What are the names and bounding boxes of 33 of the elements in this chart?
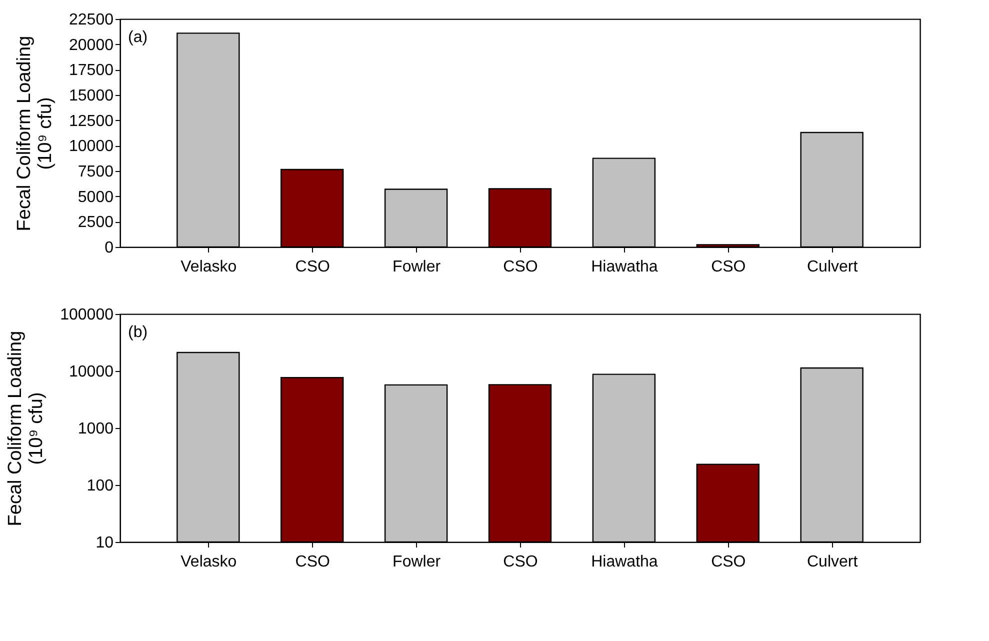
x-tick-label: Fowler bbox=[392, 258, 442, 276]
y-tick-label: 7500 bbox=[78, 164, 114, 180]
y-tick-label: 100 bbox=[86, 478, 114, 494]
y-tick-label: 100000 bbox=[60, 306, 114, 324]
y-tick-label: 15000 bbox=[69, 88, 114, 104]
x-tick-label: Velasko bbox=[180, 554, 237, 570]
x-tick-label: Culvert bbox=[807, 554, 858, 570]
x-tick-label: CSO bbox=[295, 258, 330, 276]
y-tick-label: 2500 bbox=[78, 214, 114, 232]
x-tick-label: CSO bbox=[711, 258, 746, 276]
y-tick-label: 17500 bbox=[69, 62, 114, 80]
x-tick-label: CSO bbox=[295, 554, 330, 570]
x-tick-label: Fowler bbox=[392, 554, 442, 570]
y-tick-label: 10 bbox=[96, 534, 114, 552]
y-tick-label: 20000 bbox=[69, 36, 114, 54]
x-tick-label: Hiawatha bbox=[591, 554, 658, 570]
y-tick-label: 5000 bbox=[78, 188, 114, 206]
y-tick-label: 12500 bbox=[69, 112, 114, 130]
y-axis-title: Fecal Coliform Loading (10⁹ cfu) bbox=[14, 36, 56, 232]
annotation: (a) bbox=[128, 29, 148, 46]
y-axis-title: Fecal Coliform Loading (10⁹ cfu) bbox=[5, 330, 48, 526]
x-tick-label: CSO bbox=[711, 554, 746, 570]
annotation: (b) bbox=[128, 324, 148, 341]
y-tick-label: 0 bbox=[104, 240, 114, 256]
y-tick-label: 1000 bbox=[78, 420, 114, 438]
x-tick-label: CSO bbox=[503, 258, 538, 276]
x-tick-label: Hiawatha bbox=[591, 258, 658, 276]
y-tick-label: 10000 bbox=[69, 138, 114, 156]
y-tick-label: 22500 bbox=[69, 12, 114, 28]
x-tick-label: Culvert bbox=[807, 258, 858, 276]
x-tick-label: Velasko bbox=[180, 258, 237, 276]
y-tick-label: 10000 bbox=[69, 364, 114, 380]
x-tick-label: CSO bbox=[503, 554, 538, 570]
